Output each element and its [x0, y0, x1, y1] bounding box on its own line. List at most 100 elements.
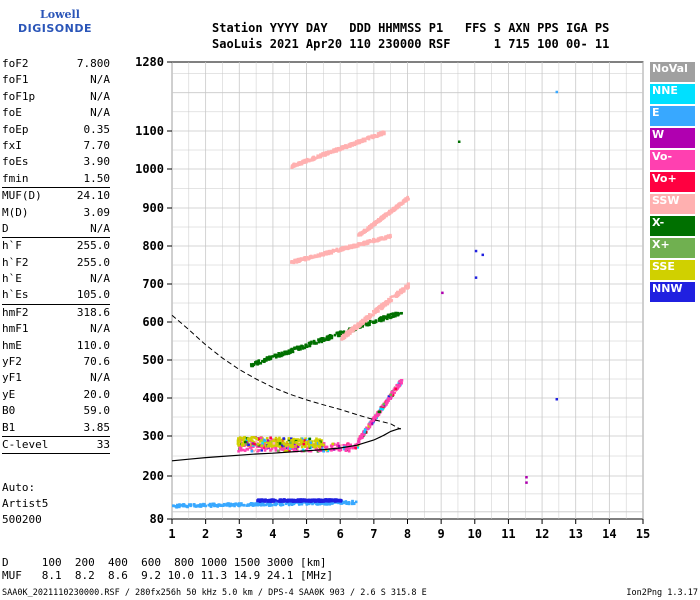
echo-point	[260, 446, 264, 450]
echo-point	[292, 165, 296, 168]
echo-point	[320, 499, 323, 502]
echo-point	[270, 445, 274, 448]
param-key: foE	[2, 106, 22, 120]
echo-point	[369, 224, 372, 228]
param-row-hme: hmE 110.0	[2, 338, 110, 354]
echo-point	[368, 313, 371, 316]
param-key: fmin	[2, 171, 29, 185]
param-key: h`Es	[2, 288, 29, 302]
echo-point	[377, 305, 381, 308]
echo-point	[273, 440, 277, 443]
echo-point	[340, 502, 343, 505]
echo-point	[317, 340, 321, 344]
echo-point	[319, 155, 323, 158]
echo-point	[380, 236, 384, 239]
echo-point	[342, 335, 345, 339]
echo-point	[394, 314, 397, 318]
echo-point	[308, 255, 312, 258]
echo-point	[243, 435, 246, 439]
echo-point	[278, 442, 282, 445]
param-row-fof1: foF1 N/A	[2, 72, 110, 88]
echo-point	[288, 441, 292, 445]
echo-point	[345, 331, 348, 334]
echo-point	[380, 216, 383, 220]
legend-item-x: X-	[650, 216, 695, 236]
echo-point	[371, 134, 375, 138]
echo-point	[300, 499, 304, 502]
echo-point	[366, 242, 370, 245]
echo-point	[382, 402, 386, 406]
echo-point	[382, 237, 386, 241]
echo-point	[315, 437, 318, 441]
echo-point	[353, 143, 357, 147]
echo-point	[262, 499, 266, 503]
echo-point	[378, 236, 382, 240]
echo-point	[327, 152, 330, 155]
echo-point	[378, 319, 381, 322]
y-tick-label: 80	[150, 512, 164, 526]
echo-point	[286, 350, 289, 354]
param-row-hf2: h`F2 255.0	[2, 255, 110, 271]
echo-point	[358, 141, 361, 145]
echo-point	[324, 445, 327, 449]
echo-point	[379, 306, 383, 310]
x-tick-label: 11	[501, 527, 515, 541]
x-tick-label: 12	[535, 527, 549, 541]
echo-point	[261, 359, 265, 363]
echo-point	[383, 303, 387, 307]
echo-point	[376, 239, 379, 243]
param-value: 105.0	[76, 288, 110, 302]
echo-outlier	[525, 476, 528, 479]
footer-version: Ion2Png 1.3.17	[626, 588, 698, 598]
param-row-b1: B1 3.85	[2, 420, 110, 436]
param-value: 33	[96, 437, 110, 451]
echo-point	[299, 440, 303, 444]
echo-point	[284, 350, 287, 354]
echo-point	[257, 359, 261, 362]
param-row-foe: foE N/A	[2, 105, 110, 121]
echo-point	[363, 428, 367, 432]
echo-point	[385, 212, 388, 215]
echo-point	[296, 438, 299, 441]
echo-point	[345, 501, 348, 504]
echo-point	[298, 163, 301, 166]
legend-item-sse: SSE	[650, 260, 695, 280]
echo-point	[287, 503, 291, 507]
echo-point	[377, 410, 381, 414]
echo-point	[326, 502, 330, 505]
echo-point	[297, 443, 301, 446]
echo-point	[341, 500, 345, 504]
echo-point	[278, 498, 282, 502]
echo-point	[312, 339, 316, 343]
echo-point	[269, 448, 272, 452]
echo-point	[329, 250, 333, 253]
echo-point	[394, 204, 398, 208]
echo-point	[368, 316, 371, 320]
param-row-hmf2: hmF2 318.6	[2, 305, 110, 321]
echo-point	[273, 353, 277, 357]
echo-point	[394, 387, 398, 391]
echo-point	[367, 322, 370, 325]
param-key: M(D)	[2, 205, 29, 219]
echo-point	[383, 315, 387, 318]
echo-point	[300, 502, 304, 506]
echo-point	[324, 252, 327, 256]
echo-point	[239, 436, 243, 440]
echo-point	[350, 245, 354, 249]
echo-point	[254, 440, 258, 444]
echo-point	[357, 232, 361, 236]
digisonde-logo: Lowell DIGISONDE	[4, 6, 124, 44]
echo-point	[186, 505, 189, 509]
echo-point	[334, 149, 338, 153]
echo-point	[257, 361, 261, 365]
echo-point	[307, 158, 310, 162]
param-separator	[2, 435, 110, 437]
echo-point	[373, 311, 376, 314]
x-tick-label: 5	[303, 527, 310, 541]
echo-point	[275, 502, 278, 506]
echo-point	[250, 435, 254, 439]
echo-point	[367, 135, 370, 139]
echo-point	[322, 153, 325, 157]
param-value: N/A	[90, 106, 110, 120]
echo-point	[290, 437, 293, 440]
